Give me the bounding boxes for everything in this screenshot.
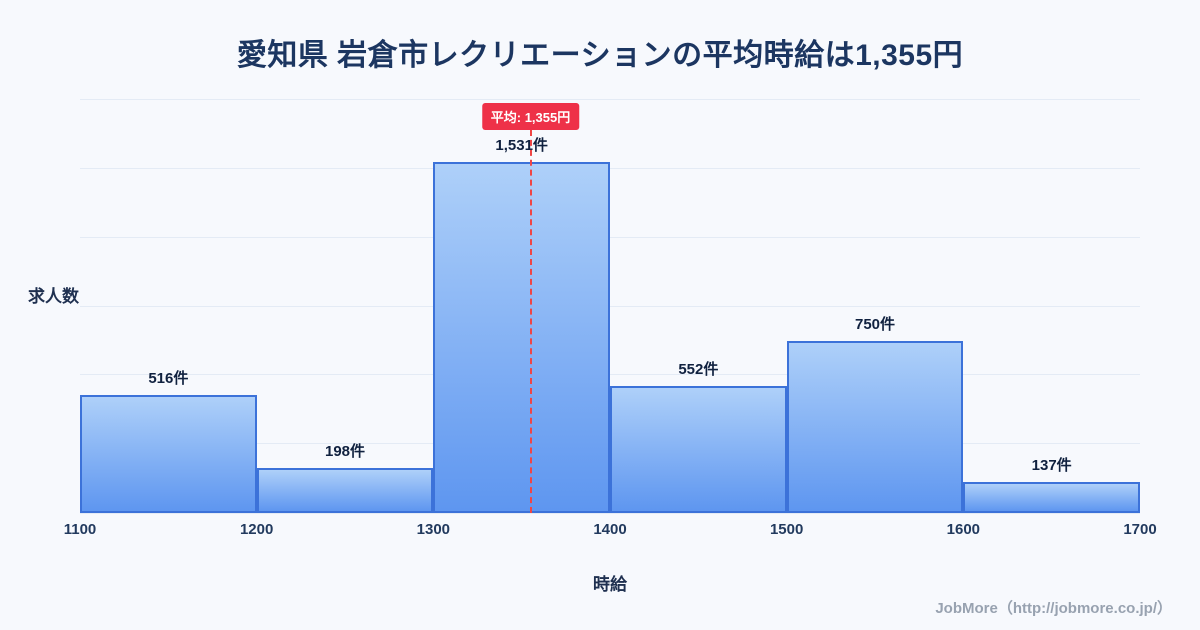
bar-value-label: 1,531件 [495, 136, 548, 154]
gridline [80, 236, 1140, 238]
x-tick-label: 1600 [946, 521, 981, 538]
bar-value-label: 198件 [324, 442, 366, 460]
x-tick-label: 1100 [63, 521, 97, 538]
histogram-bar [786, 340, 964, 513]
mean-badge: 平均: 1,355円 [481, 103, 580, 130]
histogram-bar [610, 386, 787, 513]
x-tick-label: 1700 [1123, 521, 1157, 538]
x-axis-label: 時給 [593, 575, 627, 594]
gridline [80, 167, 1140, 169]
bar-value-label: 137件 [1031, 456, 1072, 474]
x-tick-label: 1400 [593, 521, 627, 538]
histogram-bar [963, 481, 1140, 513]
histogram-bar [80, 394, 257, 513]
x-tick-label: 1300 [416, 521, 451, 538]
histogram-bar [433, 161, 610, 513]
gridline [80, 374, 1140, 376]
page-title: 愛知県 岩倉市レクリエーションの平均時給は1,355円 [236, 39, 964, 72]
bar-value-label: 750件 [854, 315, 896, 333]
plot-area: 516件 198件 1,531件 552件 750件 137件 平均: 1,355円 [80, 99, 1140, 514]
credit-text: JobMore（http://jobmore.co.jp/） [935, 600, 1172, 617]
x-axis-ticks: 1100 1200 1300 1400 1500 1600 1700 [64, 521, 1157, 541]
gridline [80, 305, 1140, 307]
mean-line [529, 130, 532, 513]
bar-value-label: 552件 [678, 361, 719, 379]
x-tick-label: 1500 [769, 521, 804, 538]
y-axis-label: 求人数 [28, 287, 79, 306]
gridline [80, 99, 1140, 100]
histogram-bar [256, 467, 434, 513]
bar-value-label: 516件 [148, 369, 189, 387]
x-tick-label: 1200 [239, 521, 274, 538]
